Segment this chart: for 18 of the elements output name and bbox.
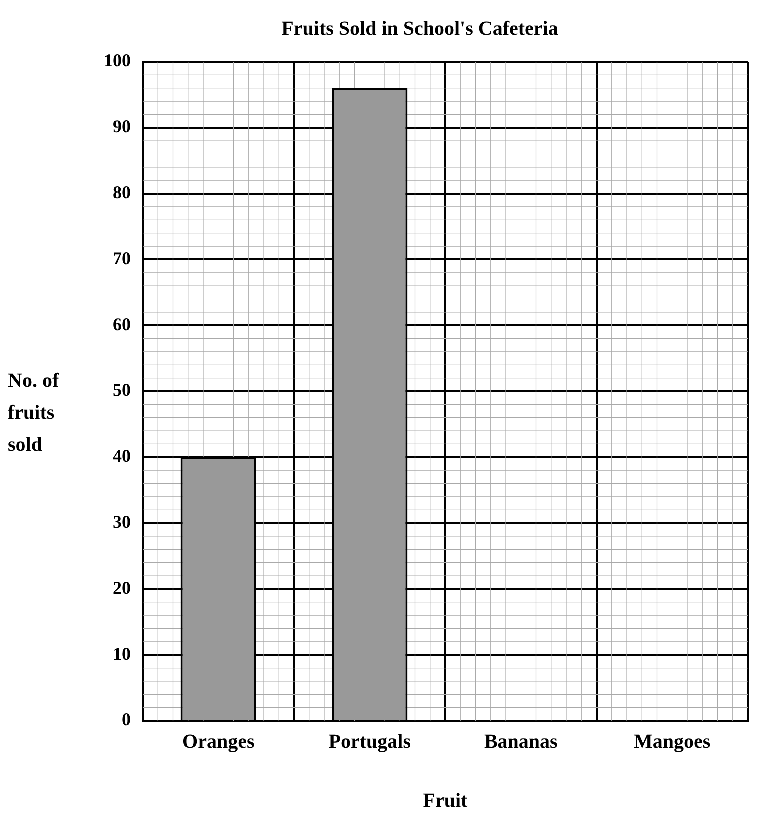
y-tick-label: 100 <box>104 50 131 71</box>
y-tick-label: 10 <box>113 644 131 664</box>
y-axis-title: No. of fruits sold <box>8 369 60 458</box>
x-tick-label: Oranges <box>182 731 255 754</box>
x-tick-label: Mangoes <box>634 731 711 754</box>
y-tick-label: 90 <box>113 116 131 137</box>
y-tick-label: 30 <box>113 512 131 532</box>
y-tick-label: 60 <box>113 314 131 334</box>
x-axis-title: Fruit <box>423 790 468 812</box>
x-tick-label: Portugals <box>328 731 412 754</box>
y-tick-label: 70 <box>113 248 131 268</box>
chart-title: Fruits Sold in School's Cafeteria <box>282 18 558 40</box>
y-tick-label: 50 <box>113 380 131 400</box>
y-tick-label: 80 <box>113 182 131 202</box>
x-tick-label: Bananas <box>484 731 558 754</box>
y-tick-label: 20 <box>113 578 131 598</box>
y-tick-label: 40 <box>113 446 131 466</box>
y-tick-label: 0 <box>122 710 131 730</box>
